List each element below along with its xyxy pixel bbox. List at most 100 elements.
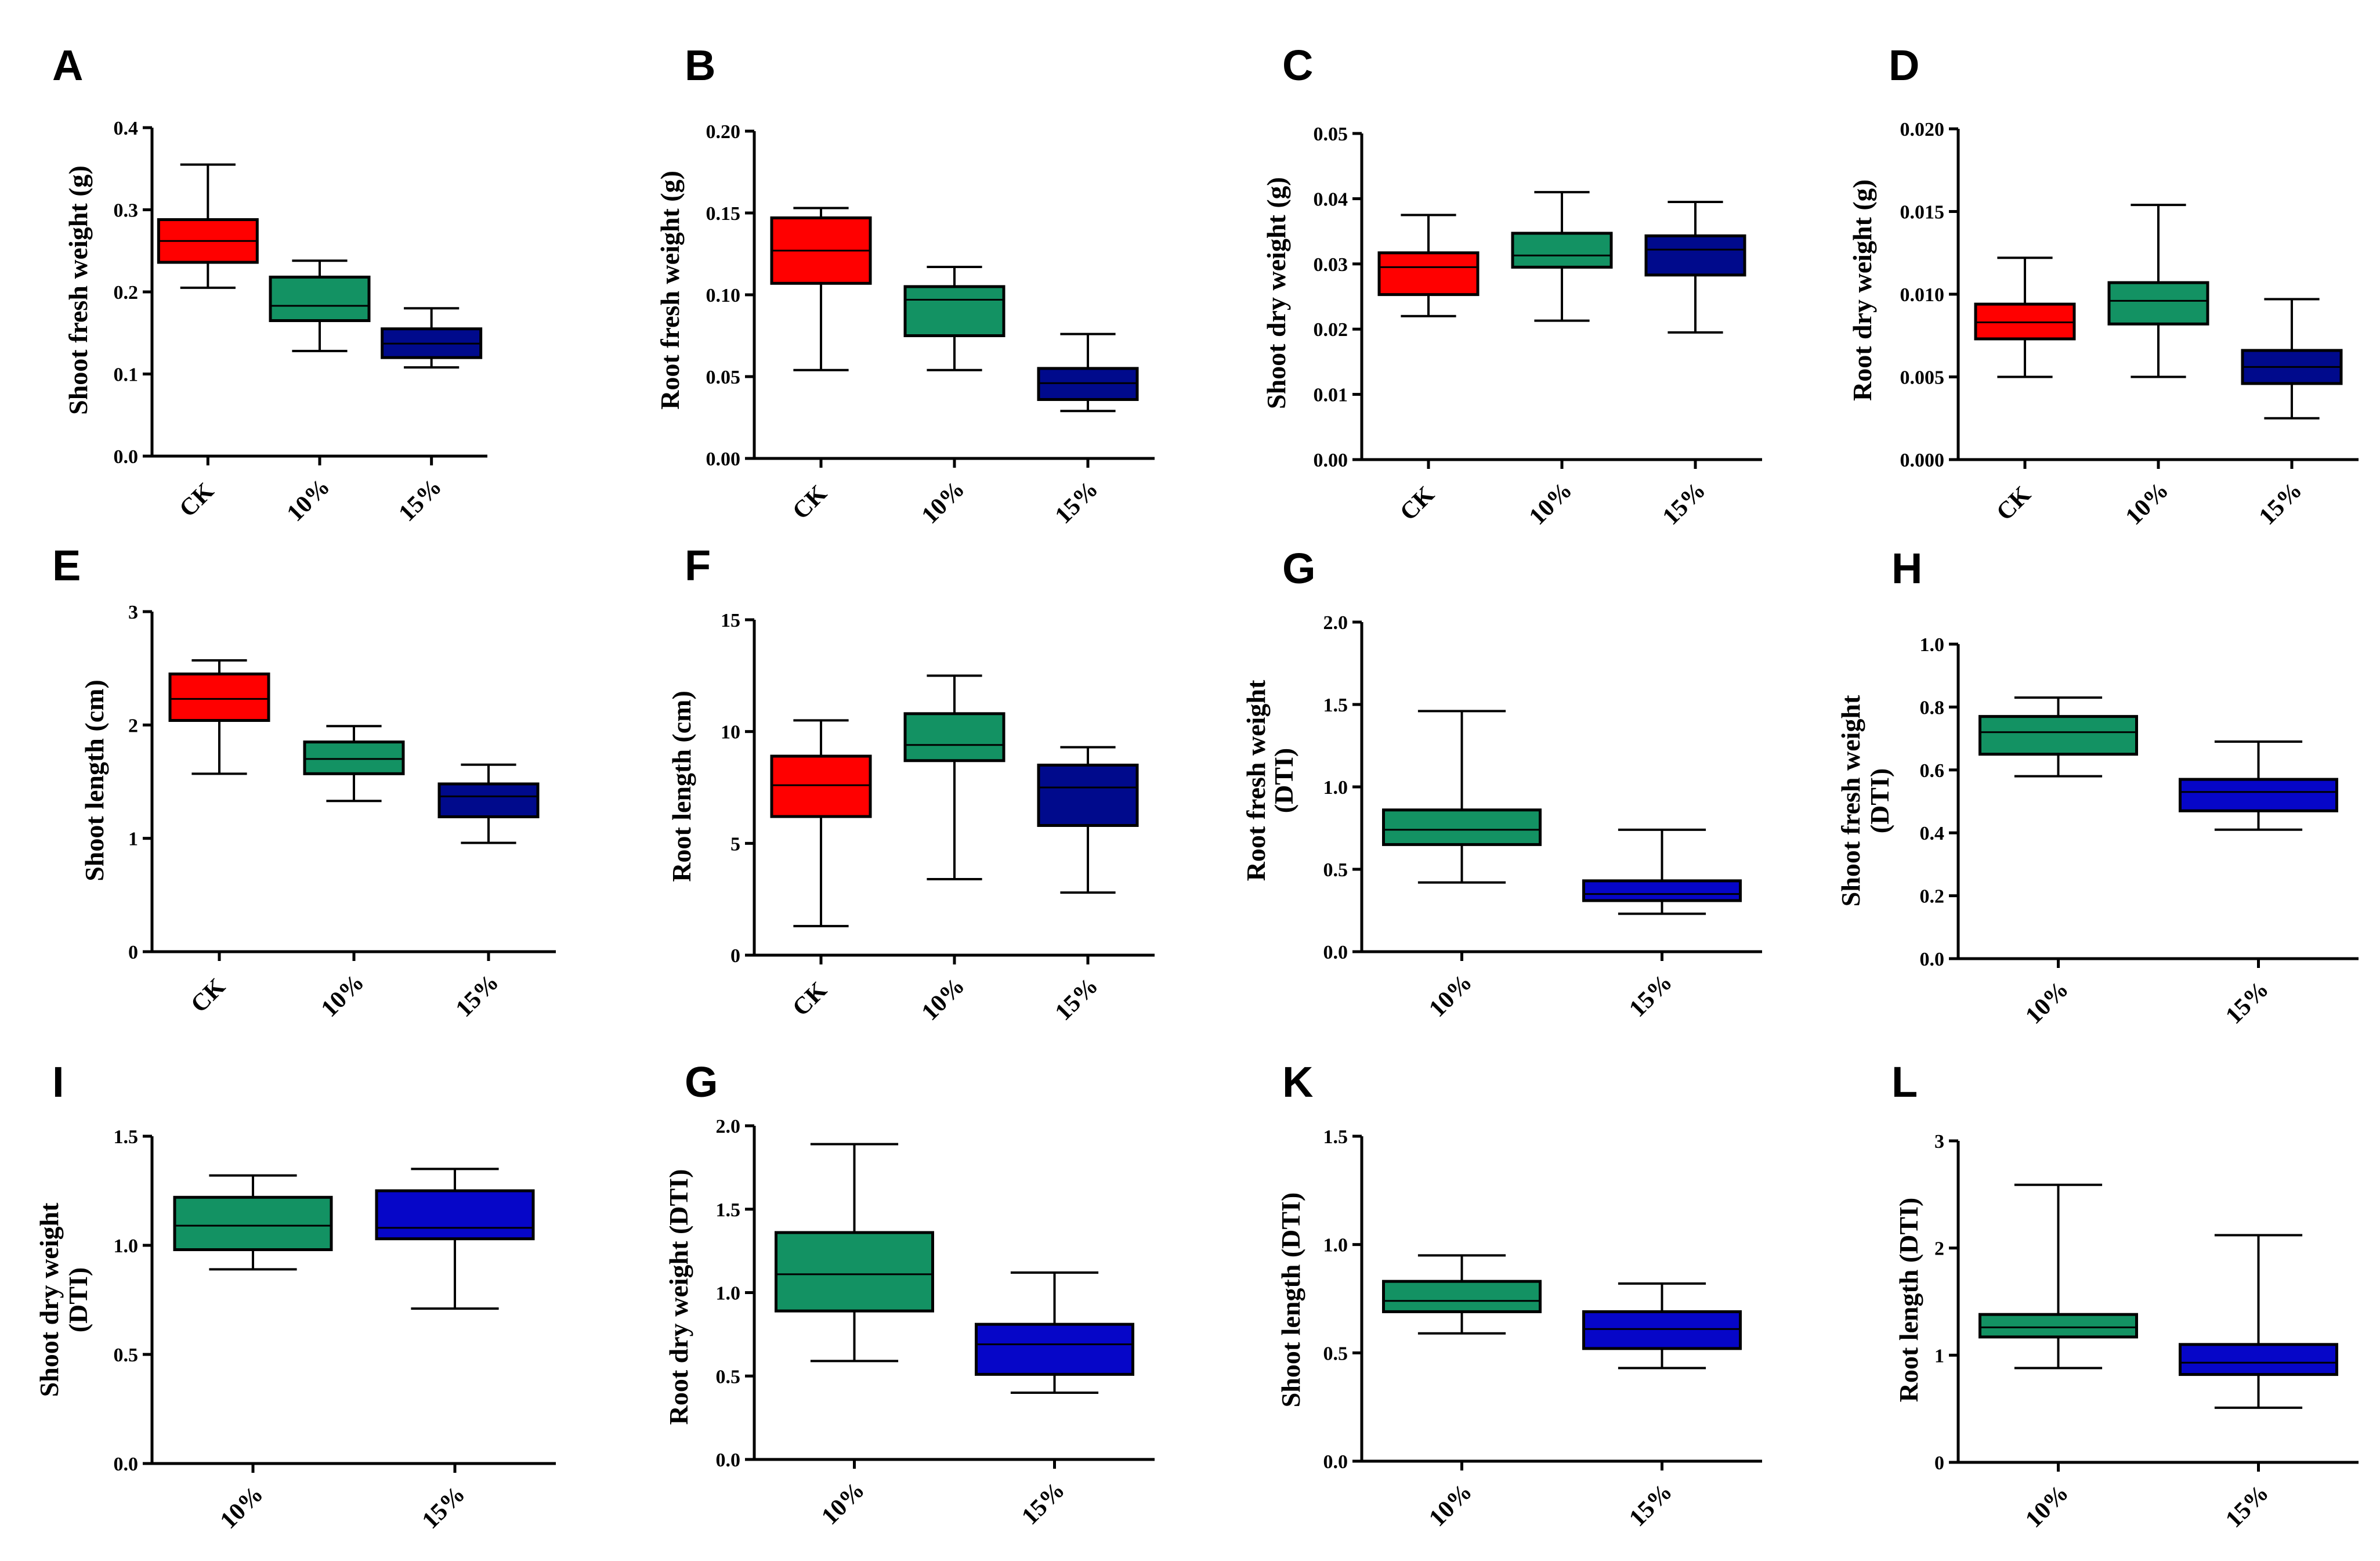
y-tick-label: 1.0	[1323, 777, 1348, 798]
box-15pct	[1644, 201, 1746, 334]
iqr-box	[1382, 1280, 1542, 1313]
box-15pct	[375, 1168, 535, 1310]
iqr-box	[903, 712, 1005, 763]
y-tick-label: 0.05	[706, 367, 741, 388]
box-10pct	[2107, 204, 2209, 378]
panel-letter: D	[1889, 41, 1919, 89]
y-tick-label: 0.010	[1900, 284, 1945, 306]
box-ck	[770, 207, 872, 371]
y-tick-label: 0.02	[1314, 319, 1348, 341]
y-tick-label: 0.2	[114, 282, 139, 303]
y-tick-label: 0.0	[716, 1450, 741, 1471]
panel-l-11: L Root length (DTI) 0 1 2 3 10% 15%	[1891, 1058, 2359, 1533]
y-tick-label: 0.6	[1920, 760, 1945, 782]
x-tick-label: 10%	[316, 969, 370, 1022]
y-axis-title: Shoot dry weight (g)	[1261, 177, 1291, 409]
x-tick-label: 10%	[1424, 969, 1477, 1022]
y-tick-label: 1.5	[1323, 1126, 1348, 1148]
x-tick-label: 10%	[917, 476, 970, 529]
y-tick-label: 1.0	[1323, 1235, 1348, 1256]
y-tick-label: 0.03	[1314, 254, 1348, 276]
x-tick-label: CK	[1395, 481, 1439, 526]
iqr-box	[1582, 879, 1742, 902]
y-axis-title: (DTI)	[1269, 748, 1298, 813]
x-tick-label: 10%	[215, 1481, 269, 1534]
y-tick-label: 0.5	[1323, 1343, 1348, 1364]
iqr-box	[2107, 281, 2209, 326]
iqr-box	[168, 672, 270, 722]
panel-c-2: C Shoot dry weight (g) 0.00 0.01 0.02 0.03 0.0…	[1261, 41, 1762, 530]
y-tick-label: 0	[1934, 1452, 1944, 1474]
y-axis-title: Shoot length (cm)	[79, 680, 109, 881]
y-tick-label: 0.00	[1314, 450, 1348, 471]
y-axis-title: Root length (DTI)	[1894, 1198, 1923, 1403]
y-tick-label: 2.0	[1323, 612, 1348, 634]
y-tick-label: 0.5	[716, 1366, 741, 1387]
y-tick-label: 0.0	[114, 446, 139, 468]
iqr-box	[1511, 232, 1613, 269]
y-axis-title: Root dry weight (DTI)	[664, 1169, 693, 1425]
box-ck	[1974, 256, 2076, 378]
y-tick-label: 0.4	[114, 118, 139, 139]
box-10pct	[1978, 696, 2138, 778]
x-tick-label: 15%	[1624, 1479, 1677, 1532]
panel-letter: K	[1282, 1058, 1313, 1106]
panel-letter: L	[1891, 1058, 1918, 1106]
y-tick-label: 0.0	[1323, 942, 1348, 963]
iqr-box	[2179, 1343, 2338, 1376]
iqr-box	[173, 1195, 333, 1252]
box-10pct	[903, 266, 1005, 371]
y-tick-label: 0.015	[1900, 202, 1945, 223]
y-axis-title: Root dry weight (g)	[1847, 179, 1877, 401]
iqr-box	[770, 754, 872, 818]
box-15pct	[1582, 1282, 1742, 1370]
iqr-box	[903, 285, 1005, 337]
x-tick-label: 15%	[1017, 1477, 1070, 1530]
box-ck	[168, 659, 270, 775]
y-tick-label: 0.05	[1314, 124, 1348, 145]
box-ck	[1377, 214, 1480, 317]
panel-a-0: A Shoot fresh weight (g) 0.0 0.1 0.2 0.3 0.4 CK…	[52, 41, 487, 527]
box-15pct	[1582, 828, 1742, 915]
panel-g-6: G Root fresh weight(DTI) 0.0 0.5 1.0 1.5 2.0 10…	[1241, 544, 1762, 1022]
box-15pct	[437, 763, 540, 844]
box-10pct	[1978, 1183, 2138, 1370]
box-15pct	[975, 1271, 1134, 1394]
y-tick-label: 1.0	[716, 1283, 741, 1305]
x-tick-label: CK	[175, 478, 219, 522]
y-tick-label: 1.0	[1920, 634, 1945, 656]
box-ck	[157, 163, 259, 289]
y-tick-label: 1	[128, 829, 138, 850]
y-axis-title: (DTI)	[1865, 768, 1894, 833]
panel-h-7: H Shoot fresh weight (DTI) 0.0 0.2 0.4 0.6 0.8 1…	[1836, 544, 2359, 1029]
panel-d-3: D Root dry weight (g) 0.000 0.005 0.010 0.015…	[1847, 41, 2359, 530]
y-tick-label: 0.00	[706, 449, 741, 470]
x-tick-label: 10%	[917, 973, 970, 1026]
box-10pct	[173, 1174, 333, 1271]
panel-e-4: E Shoot length (cm) 0 1 2 3 CK 10% 15%	[52, 541, 556, 1022]
iqr-box	[303, 740, 405, 775]
y-tick-label: 0.020	[1900, 119, 1945, 140]
y-axis-title: Root fresh weight (g)	[655, 171, 685, 410]
iqr-box	[1978, 715, 2138, 756]
panel-g-9: G Root dry weight (DTI) 0.0 0.5 1.0 1.5 2.0 10%…	[664, 1058, 1155, 1530]
y-tick-label: 2.0	[716, 1116, 741, 1137]
iqr-box	[1377, 251, 1480, 297]
iqr-box	[375, 1189, 535, 1241]
box-15pct	[2179, 740, 2338, 831]
panel-letter: F	[685, 541, 711, 590]
y-axis-title: Shoot fresh weight	[1836, 695, 1865, 906]
x-tick-label: CK	[787, 480, 832, 525]
x-tick-label: 15%	[1658, 477, 1711, 530]
y-tick-label: 5	[730, 833, 740, 855]
y-tick-label: 0.1	[114, 364, 139, 386]
iqr-box	[1382, 808, 1542, 846]
y-tick-label: 0	[128, 942, 138, 963]
y-tick-label: 0.8	[1920, 697, 1945, 718]
y-tick-label: 0.3	[114, 200, 139, 222]
box-15pct	[2241, 298, 2343, 420]
y-tick-label: 0.4	[1920, 823, 1945, 844]
panel-b-1: B Root fresh weight (g) 0.00 0.05 0.10 0.15 0.…	[655, 41, 1155, 529]
y-tick-label: 0.0	[1323, 1451, 1348, 1473]
